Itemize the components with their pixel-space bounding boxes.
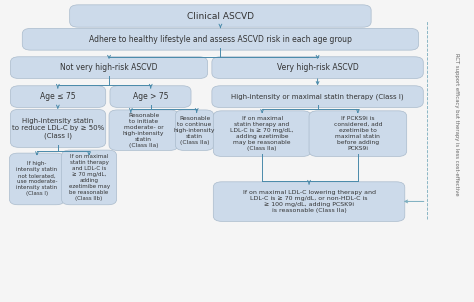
FancyBboxPatch shape [109, 110, 178, 150]
Text: High-intensity statin
to reduce LDL-C by ≥ 50%
(Class I): High-intensity statin to reduce LDL-C by… [12, 118, 104, 139]
Text: If on maximal
statin therapy and
LDL-C is ≥ 70 mg/dL,
adding ezetimibe
may be re: If on maximal statin therapy and LDL-C i… [230, 116, 294, 151]
Text: If on maximal
statin therapy
and LDL-C is
≥ 70 mg/dL,
adding
ezetimibe may
be re: If on maximal statin therapy and LDL-C i… [69, 154, 109, 201]
FancyBboxPatch shape [10, 86, 106, 108]
FancyBboxPatch shape [309, 111, 407, 156]
Text: Resonable
to continue
high-intensity
statin
(Class IIa): Resonable to continue high-intensity sta… [174, 116, 215, 145]
Text: Very high-risk ASCVD: Very high-risk ASCVD [277, 63, 358, 72]
FancyBboxPatch shape [10, 57, 208, 79]
FancyBboxPatch shape [175, 110, 214, 150]
Text: Clinical ASCVD: Clinical ASCVD [187, 11, 254, 21]
FancyBboxPatch shape [22, 28, 419, 50]
FancyBboxPatch shape [212, 57, 423, 79]
Text: Resonable
to initiate
moderate- or
high-intensity
statin
(Class IIa): Resonable to initiate moderate- or high-… [123, 113, 164, 148]
Text: High-intensity or maximal statin therapy (Class I): High-intensity or maximal statin therapy… [231, 93, 404, 100]
FancyBboxPatch shape [70, 5, 371, 27]
Text: Age ≤ 75: Age ≤ 75 [40, 92, 76, 101]
FancyBboxPatch shape [212, 86, 423, 108]
Text: RCT support efficacy but therapy is less cost-effective: RCT support efficacy but therapy is less… [454, 53, 459, 195]
FancyBboxPatch shape [213, 182, 405, 221]
Text: If on maximal LDL-C lowering therapy and
LDL-C is ≥ 70 mg/dL, or non-HDL-C is
≥ : If on maximal LDL-C lowering therapy and… [243, 190, 375, 213]
FancyBboxPatch shape [9, 153, 64, 205]
Text: Adhere to healthy lifestyle and assess ASCVD risk in each age group: Adhere to healthy lifestyle and assess A… [89, 35, 352, 44]
Text: Not very high-risk ASCVD: Not very high-risk ASCVD [60, 63, 158, 72]
FancyBboxPatch shape [213, 111, 311, 156]
Text: If high-
intensity statin
not tolerated,
use moderate-
intensity statin
(Class I: If high- intensity statin not tolerated,… [17, 162, 57, 196]
FancyBboxPatch shape [110, 86, 191, 108]
FancyBboxPatch shape [62, 150, 117, 205]
Text: Age > 75: Age > 75 [133, 92, 168, 101]
Text: If PCKS9i is
considered, add
ezetimibe to
maximal statin
before adding
PCKS9i: If PCKS9i is considered, add ezetimibe t… [334, 116, 382, 151]
FancyBboxPatch shape [10, 109, 106, 147]
